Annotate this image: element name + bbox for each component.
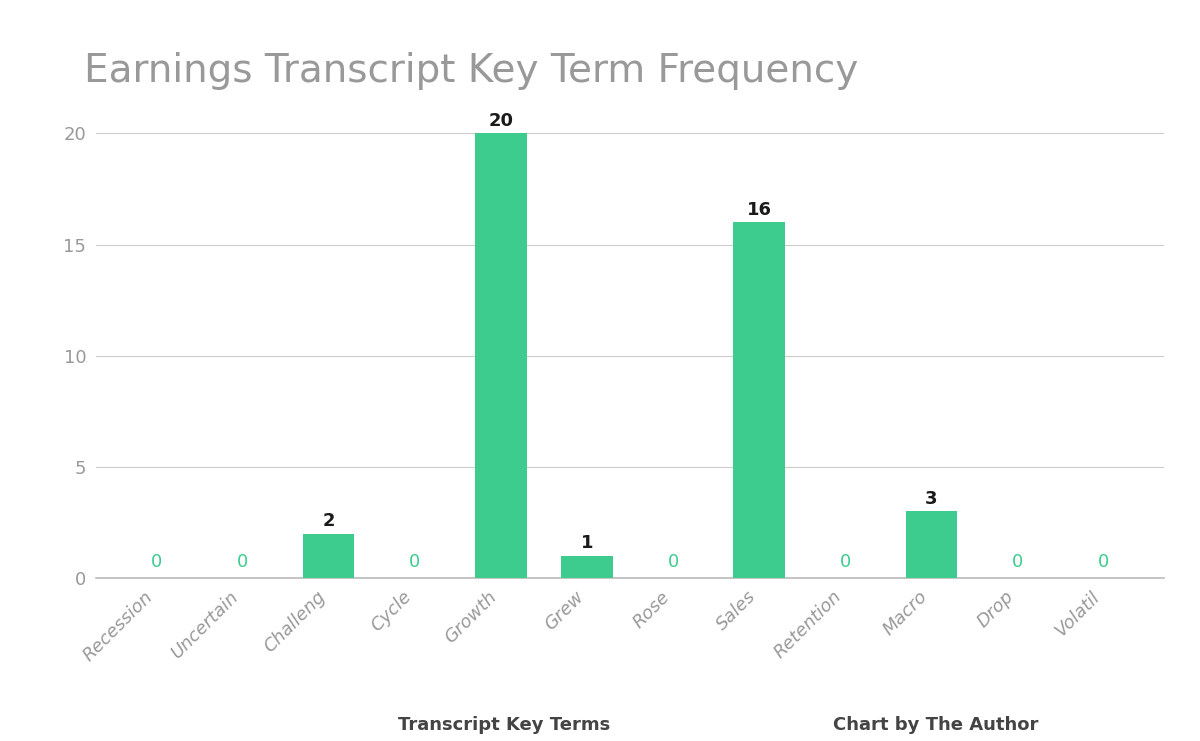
Text: 20: 20 bbox=[488, 112, 514, 130]
Bar bbox=[906, 511, 958, 578]
Text: Chart by The Author: Chart by The Author bbox=[833, 716, 1039, 734]
Text: Transcript Key Terms: Transcript Key Terms bbox=[398, 716, 610, 734]
Text: 0: 0 bbox=[840, 554, 851, 571]
Text: 0: 0 bbox=[1012, 554, 1024, 571]
Text: 1: 1 bbox=[581, 534, 593, 553]
Text: 0: 0 bbox=[409, 554, 420, 571]
Text: 16: 16 bbox=[746, 201, 772, 219]
Text: 3: 3 bbox=[925, 490, 937, 508]
Bar bbox=[302, 534, 354, 578]
Text: 0: 0 bbox=[667, 554, 679, 571]
Bar bbox=[475, 133, 527, 578]
Text: 0: 0 bbox=[236, 554, 248, 571]
Text: 0: 0 bbox=[1098, 554, 1109, 571]
Text: 2: 2 bbox=[323, 512, 335, 531]
Text: Earnings Transcript Key Term Frequency: Earnings Transcript Key Term Frequency bbox=[84, 52, 858, 90]
Text: 0: 0 bbox=[151, 554, 162, 571]
Bar bbox=[733, 222, 785, 578]
Bar bbox=[562, 556, 613, 578]
